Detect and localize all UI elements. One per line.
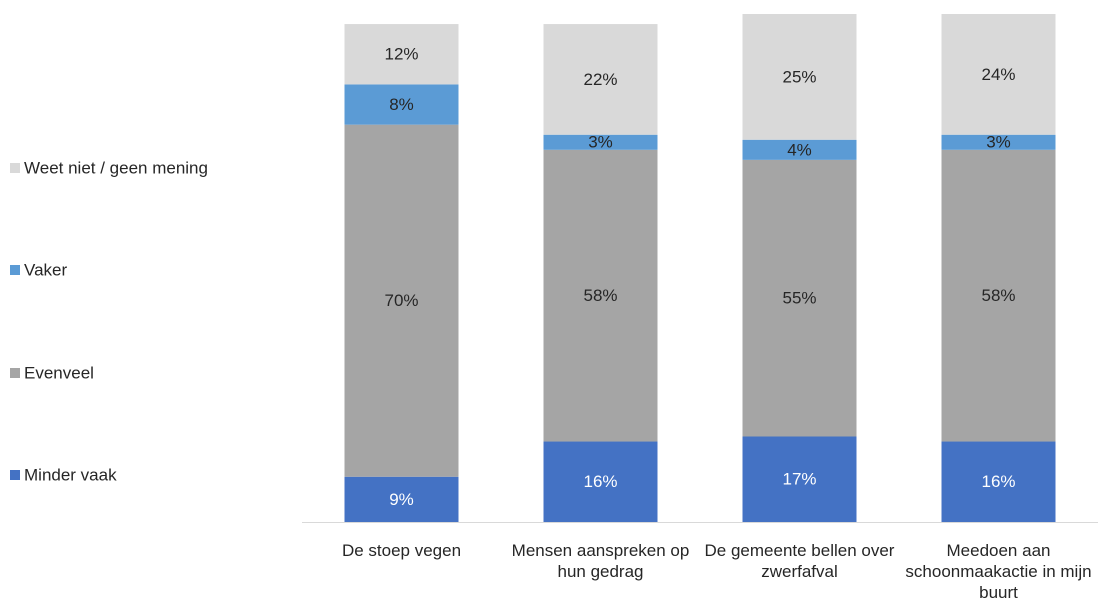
bar-segment [344,476,459,522]
legend-label: Minder vaak [24,465,117,484]
bar-segment [742,139,857,160]
data-label: 4% [787,140,812,159]
bar-segment [941,14,1056,135]
bar-segment [543,134,658,150]
data-label: 55% [782,289,816,308]
data-label: 58% [981,286,1015,305]
x-tick-label: De gemeente bellen over zwerfafval [704,541,895,581]
x-tick-label: Mensen aanspreken op hun gedrag [511,541,690,581]
data-label: 12% [384,45,418,64]
x-tick-label: Meedoen aan schoonmaakactie in mijn buur… [905,541,1092,602]
data-label: 16% [583,472,617,491]
legend-label: Evenveel [24,363,94,382]
bar-segment [344,84,459,125]
bar-segment [742,159,857,437]
data-label: 58% [583,286,617,305]
bar-segment [941,149,1056,442]
data-label: 25% [782,67,816,86]
bar-segment [742,436,857,522]
data-label: 16% [981,472,1015,491]
legend-label: Vaker [24,260,67,279]
bar-segment [941,134,1056,150]
data-label: 22% [583,70,617,89]
data-label: 3% [986,133,1011,152]
bar-segment [742,14,857,140]
data-label: 8% [389,95,414,114]
legend-swatch [10,470,20,480]
data-label: 9% [389,490,414,509]
data-label: 70% [384,291,418,310]
legend-swatch [10,368,20,378]
x-tick-label: De stoep vegen [341,541,462,560]
bar-segment [344,24,459,85]
bar-segment [543,149,658,442]
legend-swatch [10,163,20,173]
bar-segment [344,124,459,477]
bar-segment [543,441,658,522]
bar-segment [543,24,658,135]
data-label: 17% [782,470,816,489]
data-label: 24% [981,65,1015,84]
legend-label: Weet niet / geen mening [24,158,208,177]
legend-swatch [10,265,20,275]
bar-segment [941,441,1056,522]
data-label: 3% [588,133,613,152]
